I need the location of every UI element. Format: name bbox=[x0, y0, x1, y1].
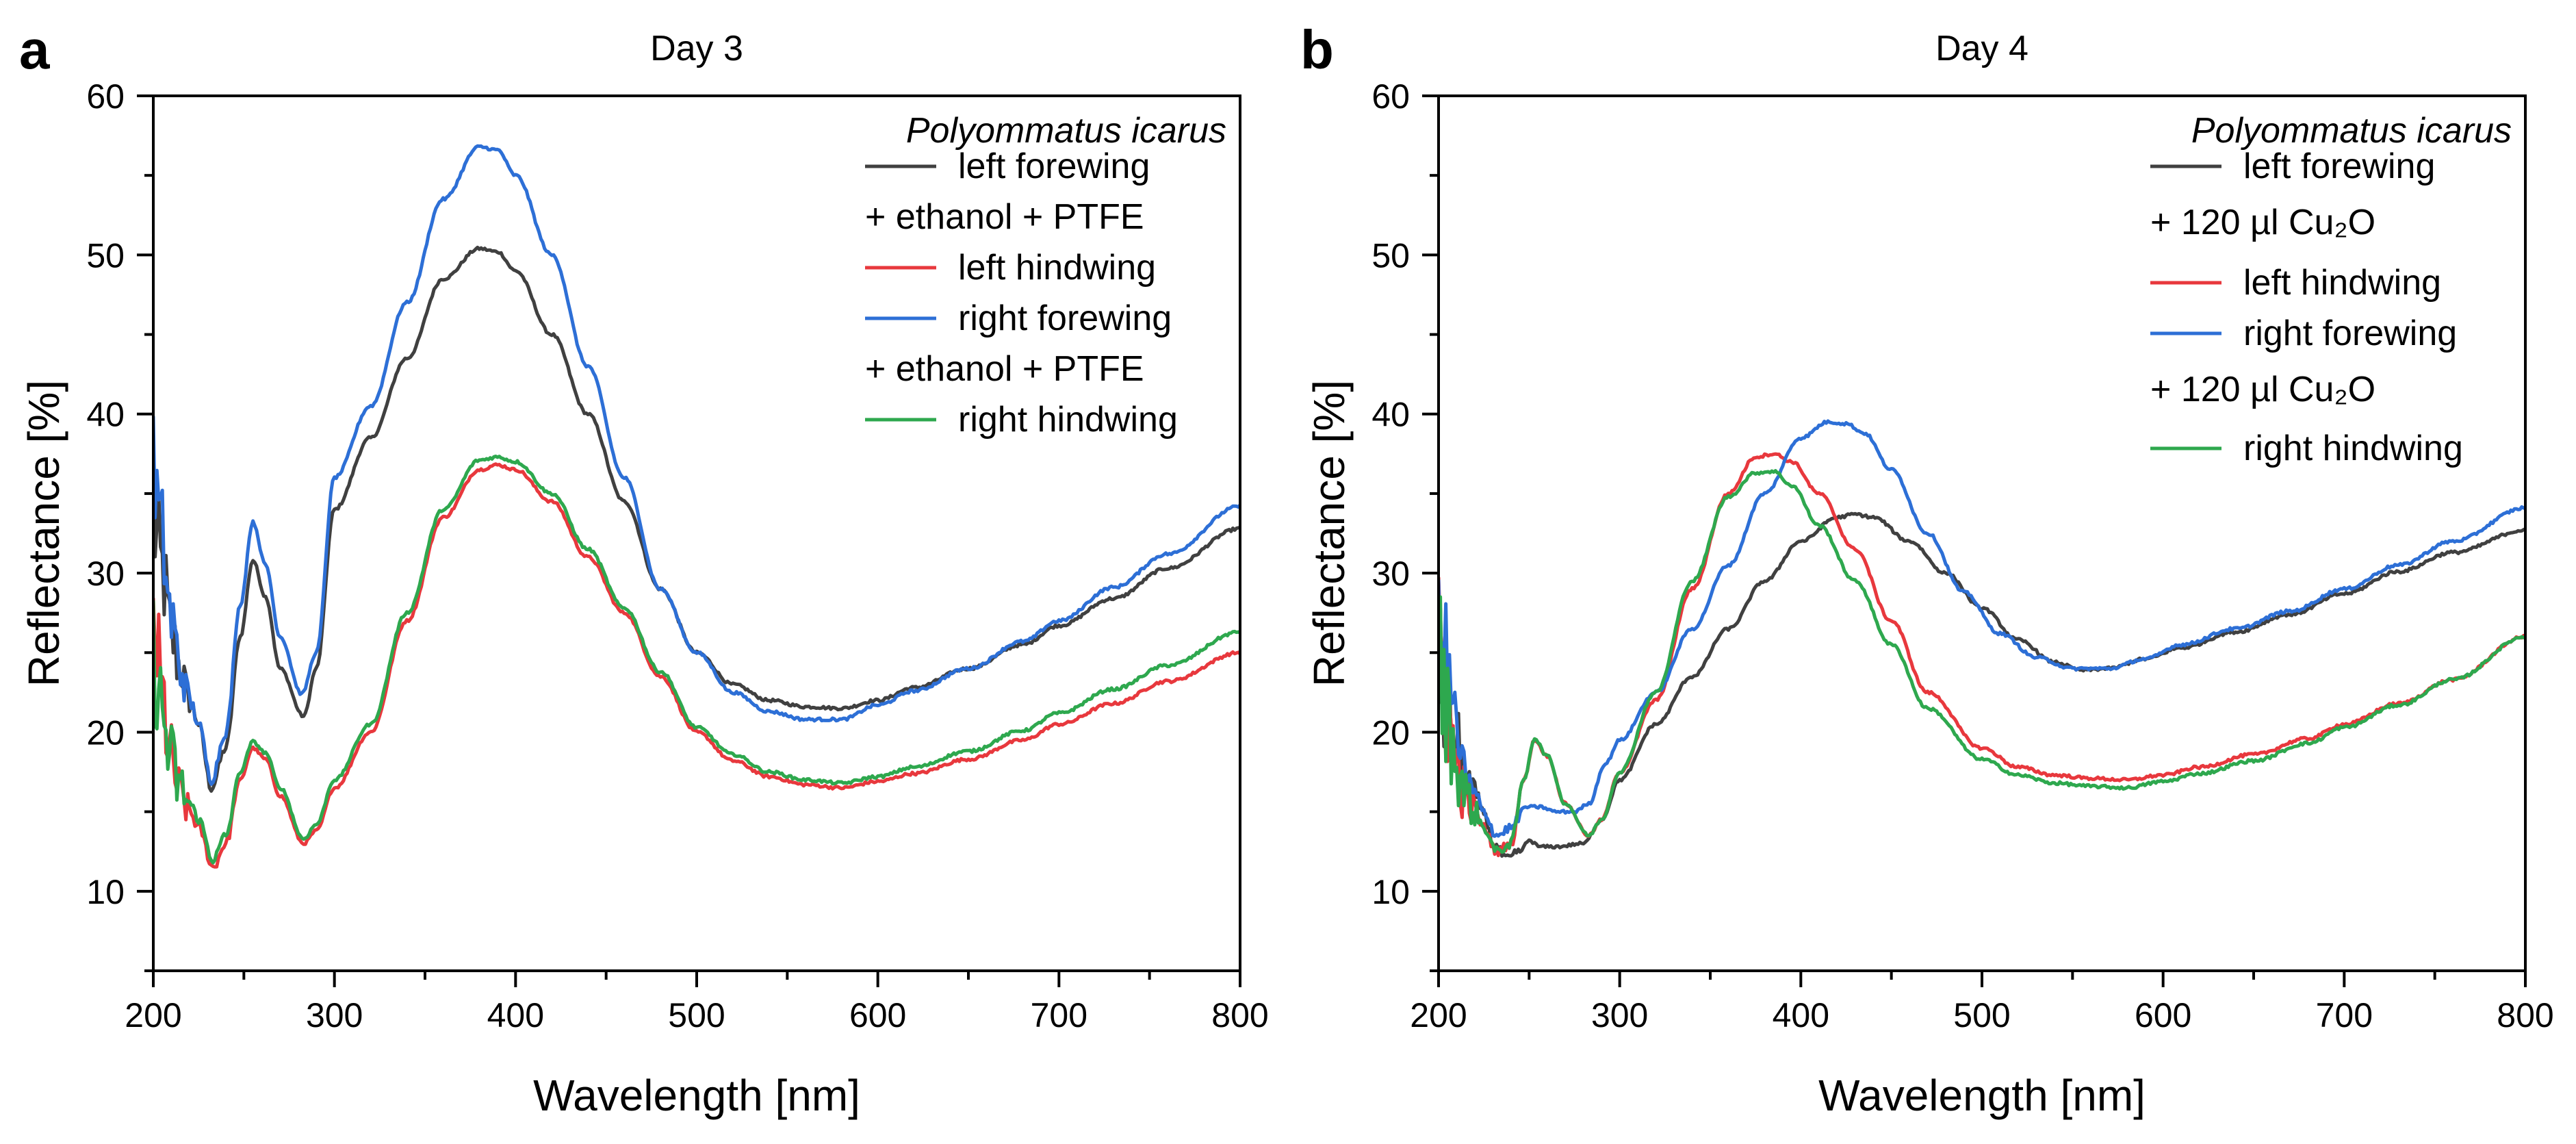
legend-treatment-note: + ethanol + PTFE bbox=[865, 349, 1144, 389]
legend-entry: right hindwing bbox=[958, 400, 1178, 440]
series-line-right-forewing bbox=[1439, 419, 2525, 838]
panel-a: a Day 3 200 300 400 500 600 700 800 10 20 30 40 50 60 W… bbox=[19, 19, 1269, 1120]
panel-b: b Day 4 200 300 400 500 600 700 800 10 20 30 40 50 60 W… bbox=[1300, 19, 2554, 1120]
series-line-right-hindwing bbox=[1439, 469, 2525, 854]
x-tick-label: 800 bbox=[2497, 996, 2553, 1034]
x-tick-label: 800 bbox=[1211, 996, 1268, 1034]
y-tick-label: 60 bbox=[86, 77, 125, 116]
panel-label: a bbox=[19, 19, 50, 80]
x-tick-label: 300 bbox=[306, 996, 363, 1034]
series-line-left-forewing bbox=[1439, 511, 2525, 858]
x-tick-label: 300 bbox=[1591, 996, 1648, 1034]
legend-entry: left hindwing bbox=[2243, 263, 2441, 303]
series-line-left-hindwing bbox=[153, 462, 1240, 869]
x-tick-label: 400 bbox=[1773, 996, 1829, 1034]
legend-entry: left forewing bbox=[2243, 147, 2435, 186]
series-line-right-forewing bbox=[153, 144, 1240, 786]
series-group bbox=[1439, 419, 2525, 858]
x-tick-label: 500 bbox=[668, 996, 725, 1034]
y-tick-label: 50 bbox=[1371, 236, 1410, 275]
chart-title: Day 4 bbox=[1935, 29, 2028, 68]
y-tick-label: 10 bbox=[1371, 873, 1410, 911]
y-tick-label: 40 bbox=[86, 396, 125, 434]
y-tick-label: 40 bbox=[1371, 396, 1410, 434]
y-axis-label: Reflectance [%] bbox=[19, 380, 68, 687]
y-tick-label: 20 bbox=[1371, 713, 1410, 752]
legend-title: Polyommatus icarus bbox=[906, 111, 1226, 151]
legend-treatment-note: + 120 µl Cu₂O bbox=[2150, 370, 2375, 409]
x-tick-label: 700 bbox=[1031, 996, 1087, 1034]
legend-entry: right forewing bbox=[958, 298, 1172, 338]
series-group bbox=[153, 144, 1240, 869]
y-tick-label: 30 bbox=[86, 555, 125, 593]
x-tick-label: 500 bbox=[1953, 996, 2010, 1034]
x-tick-label: 200 bbox=[125, 996, 181, 1034]
legend-treatment-note: + 120 µl Cu₂O bbox=[2150, 203, 2375, 242]
x-tick-label: 200 bbox=[1410, 996, 1467, 1034]
y-tick-label: 30 bbox=[1371, 555, 1410, 593]
x-tick-label: 400 bbox=[487, 996, 544, 1034]
legend-entry: right forewing bbox=[2243, 314, 2457, 353]
chart-title: Day 3 bbox=[650, 29, 743, 68]
legend-treatment-note: + ethanol + PTFE bbox=[865, 197, 1144, 237]
y-tick-label: 60 bbox=[1371, 77, 1410, 116]
panel-label: b bbox=[1300, 19, 1334, 80]
x-axis-label: Wavelength [nm] bbox=[533, 1071, 860, 1120]
legend-entry: left hindwing bbox=[958, 248, 1156, 288]
x-tick-label: 600 bbox=[849, 996, 906, 1034]
x-tick-label: 700 bbox=[2316, 996, 2373, 1034]
legend-title: Polyommatus icarus bbox=[2191, 111, 2512, 151]
series-line-right-hindwing bbox=[153, 455, 1240, 865]
legend-entry: right hindwing bbox=[2243, 429, 2463, 468]
y-tick-label: 50 bbox=[86, 236, 125, 275]
legend-entry: left forewing bbox=[958, 147, 1150, 186]
y-tick-label: 10 bbox=[86, 873, 125, 911]
series-line-left-hindwing bbox=[1439, 452, 2525, 858]
y-tick-label: 20 bbox=[86, 713, 125, 752]
x-tick-label: 600 bbox=[2135, 996, 2191, 1034]
y-axis-label: Reflectance [%] bbox=[1304, 380, 1354, 687]
x-axis-label: Wavelength [nm] bbox=[1818, 1071, 2146, 1120]
